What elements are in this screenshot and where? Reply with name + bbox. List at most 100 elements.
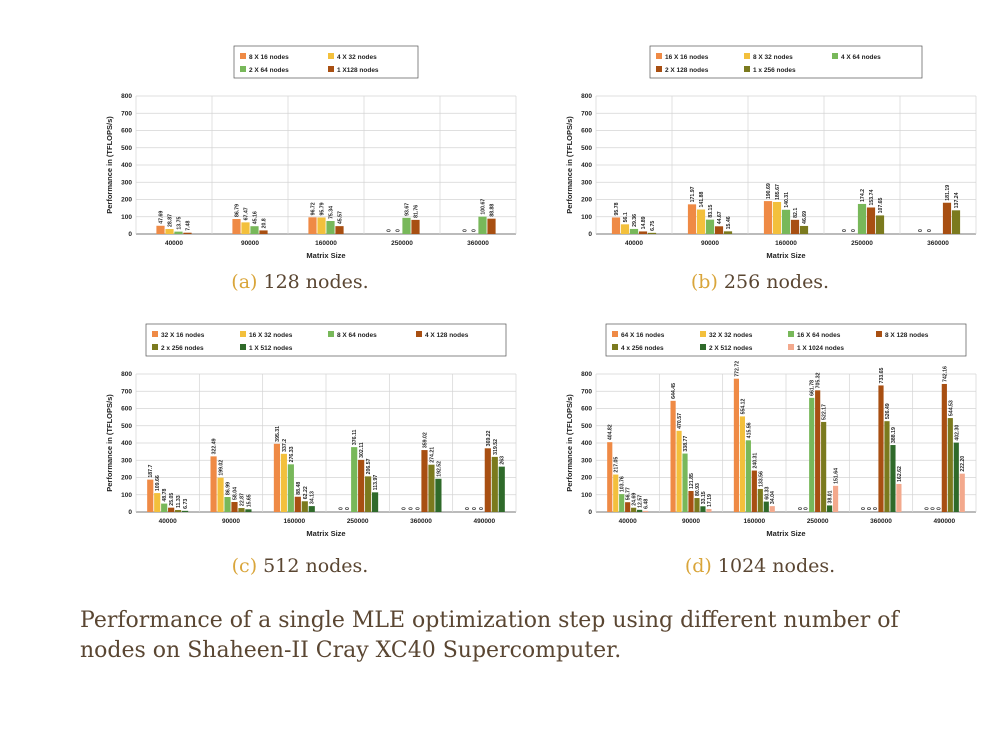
legend-label: 2 X 64 nodes [249, 67, 289, 74]
legend-swatch [612, 344, 618, 350]
data-label: 20.8 [262, 218, 268, 228]
bar [168, 507, 175, 512]
bar [951, 210, 961, 234]
bar [335, 226, 344, 234]
legend: 64 X 16 nodes 32 X 32 nodes 16 X 64 nodes 8… [605, 323, 967, 357]
x-tick-label: 90000 [701, 240, 719, 247]
bar [745, 440, 751, 512]
bar [611, 217, 621, 234]
bar [941, 383, 947, 512]
data-label: 15.65 [246, 494, 252, 507]
figure-caption: Performance of a single MLE optimization… [80, 608, 899, 663]
data-label: 222.20 [960, 456, 966, 472]
bar [670, 400, 676, 512]
legend-frame [145, 323, 507, 357]
data-label: 276.33 [289, 446, 295, 462]
data-label: 0 [402, 507, 408, 510]
legend-label: 2 x 256 nodes [161, 345, 204, 352]
bar [769, 506, 775, 512]
data-label: 0 [472, 507, 478, 510]
x-tick-label: 250000 [807, 518, 829, 525]
bar [790, 219, 800, 234]
data-label: 137.24 [954, 192, 960, 208]
legend-frame [605, 323, 967, 357]
data-label: 88.88 [490, 204, 496, 217]
bar [799, 225, 809, 234]
legend-label: 16 X 32 nodes [249, 332, 293, 339]
bar [815, 390, 821, 512]
data-label: 337.2 [282, 439, 288, 452]
bar [487, 218, 496, 234]
bar [896, 483, 902, 512]
data-label: 0 [479, 507, 485, 510]
legend-frame [233, 45, 419, 79]
chart-c-svg: 32 X 16 nodes 16 X 32 nodes 8 X 64 nodes 4 … [105, 323, 517, 538]
y-axis-title: Performance in (TFLOPS/s) [565, 116, 574, 214]
data-label: 56.77 [626, 487, 632, 500]
data-label: 263 [500, 456, 506, 465]
legend-label: 32 X 32 nodes [709, 332, 753, 339]
legend-swatch [240, 331, 246, 337]
x-tick-label: 40000 [625, 240, 643, 247]
legend-swatch [328, 66, 334, 72]
data-label: 56.1 [623, 212, 629, 222]
x-tick-label: 160000 [315, 240, 337, 247]
legend-label: 1 x 256 nodes [753, 67, 796, 74]
bar [763, 501, 769, 512]
y-tick-label: 700 [581, 388, 592, 395]
data-label: 45.16 [253, 211, 259, 224]
data-label: 0 [927, 229, 933, 232]
data-label: 0 [924, 507, 930, 510]
data-label: 28.87 [168, 214, 174, 227]
bar [947, 418, 953, 512]
y-tick-label: 0 [588, 231, 592, 238]
data-label: 151.64 [834, 468, 840, 484]
x-tick-label: 360000 [467, 240, 489, 247]
bar [174, 231, 183, 234]
y-tick-label: 0 [128, 231, 132, 238]
data-label: 45.57 [338, 211, 344, 224]
data-label: 12.57 [638, 495, 644, 508]
y-tick-label: 300 [581, 179, 592, 186]
bar [857, 203, 867, 234]
bar [294, 496, 301, 512]
legend-swatch [700, 331, 706, 337]
legend-swatch [152, 344, 158, 350]
bar [629, 228, 639, 234]
data-label: 0 [936, 507, 942, 510]
bar [757, 488, 763, 512]
bar [638, 231, 648, 234]
y-tick-label: 800 [121, 93, 132, 100]
legend-label: 64 X 16 nodes [621, 332, 665, 339]
chart-a-svg: 8 X 16 nodes 4 X 32 nodes 2 X 64 nodes 1 X1… [105, 45, 517, 260]
y-axis: 0 100 200 300 400 500 600 700 800 [121, 93, 517, 238]
bar [688, 490, 694, 512]
legend-label: 8 X 16 nodes [249, 54, 289, 61]
y-tick-label: 500 [121, 145, 132, 152]
bar [241, 222, 250, 234]
y-axis: 0 100 200 300 400 500 600 700 800 [581, 371, 977, 516]
data-label: 661.78 [810, 380, 816, 396]
bar [217, 477, 224, 512]
data-label: 772.72 [734, 361, 740, 377]
bar [250, 226, 259, 234]
legend-label: 8 X 128 nodes [885, 332, 929, 339]
caption-b-text: 256 nodes. [723, 271, 830, 293]
x-axis-title: Matrix Size [306, 251, 345, 260]
data-label: 0 [345, 507, 351, 510]
data-label: 322.49 [212, 438, 218, 454]
bar [781, 209, 791, 234]
data-label: 0 [472, 229, 478, 232]
data-label: 7.48 [186, 220, 192, 230]
chart-panel-b: 16 X 16 nodes 8 X 32 nodes 4 X 64 nodes 2 X… [530, 42, 990, 292]
data-label: 402.30 [954, 425, 960, 441]
x-tick-label: 360000 [410, 518, 432, 525]
data-label: 174.2 [860, 189, 866, 202]
y-tick-label: 600 [581, 128, 592, 135]
y-tick-label: 500 [121, 423, 132, 430]
bar [280, 453, 287, 512]
x-tick-label: 490000 [933, 518, 955, 525]
legend-label: 4 X 64 nodes [841, 54, 881, 61]
